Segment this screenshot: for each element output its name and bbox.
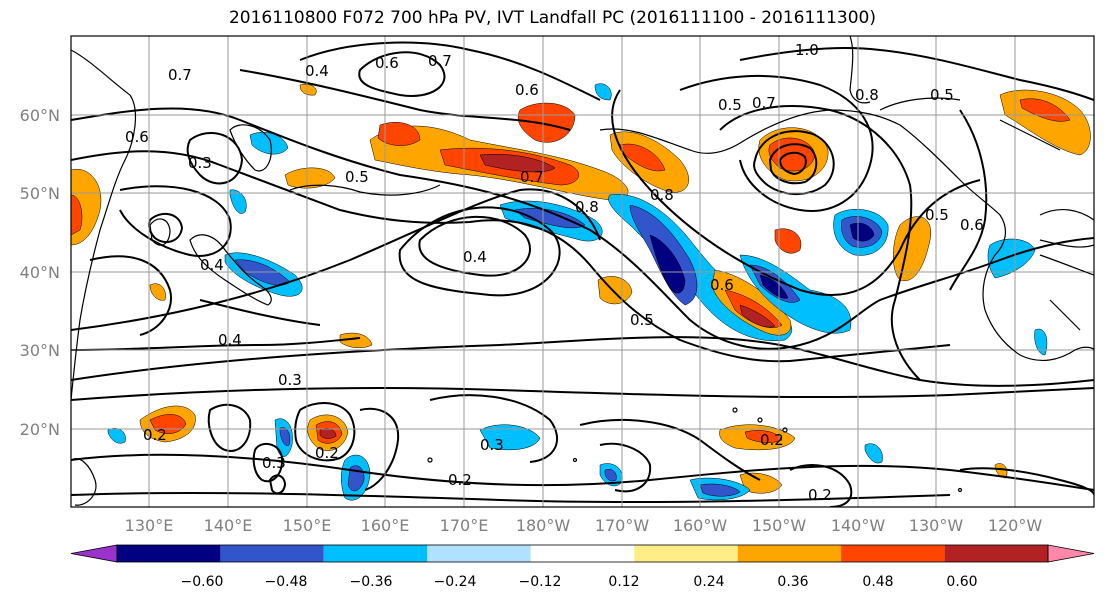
contour-label: 0.3 — [278, 371, 302, 389]
lon-tick-label: 140°W — [831, 516, 886, 535]
colorbar-tick-label: 0.12 — [608, 574, 639, 590]
colorbar-segment — [944, 545, 1048, 562]
colorbar-segment — [323, 545, 428, 562]
contour-label: 0.5 — [930, 86, 954, 104]
colorbar-extend-max — [1047, 544, 1095, 563]
colorbar-tick-label: 0.36 — [777, 574, 808, 590]
lon-tick-label: 150°W — [752, 516, 807, 535]
contour-label: 0.3 — [480, 436, 504, 454]
lon-tick-label: 130°E — [125, 516, 174, 535]
contour-label: 0.4 — [218, 331, 242, 349]
lon-tick-label: 180°W — [516, 516, 571, 535]
lon-tick-label: 140°E — [204, 516, 253, 535]
colorbar-tick-label: 0.24 — [693, 574, 724, 590]
contour-label: 0.8 — [855, 86, 879, 104]
contour-label: 0.8 — [650, 186, 674, 204]
contour-label: 0.2 — [760, 431, 784, 449]
contour-label: 0.5 — [345, 168, 369, 186]
colorbar: −0.60 −0.48 −0.36 −0.24 −0.12 0.12 0.24 … — [70, 544, 1095, 590]
contour-label: 0.4 — [463, 248, 487, 266]
lon-tick-label: 150°E — [283, 516, 332, 535]
contour-label: 0.7 — [428, 52, 452, 70]
colorbar-tick-label: 0.48 — [862, 574, 893, 590]
contour-label: 0.6 — [710, 276, 734, 294]
contour-label: 0.6 — [960, 216, 984, 234]
contour-label: 0.2 — [448, 471, 472, 489]
contour-label: 0.7 — [168, 66, 192, 84]
lon-tick-label: 170°W — [595, 516, 650, 535]
contour-label: 0.2 — [808, 486, 832, 504]
colorbar-extend-min — [70, 544, 118, 563]
lat-tick-label: 30°N — [20, 341, 60, 360]
colorbar-segment — [427, 545, 531, 562]
contour-label: 0.3 — [262, 454, 286, 472]
lat-tick-label: 60°N — [20, 106, 60, 125]
contour-label: 0.3 — [188, 154, 212, 172]
contour-label: 0.5 — [718, 96, 742, 114]
colorbar-segment — [634, 545, 738, 562]
lon-tick-label: 160°W — [673, 516, 728, 535]
map-title: 2016110800 F072 700 hPa PV, IVT Landfall… — [228, 8, 876, 28]
contour-label: 0.8 — [575, 198, 599, 216]
contour-label: 1.0 — [795, 41, 819, 59]
coastlines — [71, 36, 1094, 506]
lon-tick-label: 120°W — [988, 516, 1043, 535]
contour-labels: 0.7 0.4 0.6 0.7 1.0 0.6 0.5 0.7 0.8 0.3 … — [125, 41, 984, 504]
lon-tick-label: 170°E — [440, 516, 489, 535]
colorbar-tick-labels: −0.60 −0.48 −0.36 −0.24 −0.12 0.12 0.24 … — [181, 574, 978, 590]
colorbar-segment — [220, 545, 324, 562]
lon-tick-label: 130°W — [909, 516, 964, 535]
contour-label: 0.7 — [520, 168, 544, 186]
colorbar-tick-label: −0.48 — [265, 574, 308, 590]
lon-tick-label: 160°E — [361, 516, 410, 535]
colorbar-tick-label: −0.12 — [519, 574, 562, 590]
colorbar-tick-label: −0.36 — [350, 574, 393, 590]
pv-contours — [71, 41, 1094, 507]
contour-label: 0.4 — [305, 62, 329, 80]
colorbar-segment — [841, 545, 945, 562]
lat-tick-label: 20°N — [20, 420, 60, 439]
contour-label: 0.6 — [375, 54, 399, 72]
latitude-axis: 60°N 50°N 40°N 30°N 20°N — [20, 106, 60, 439]
contour-label: 0.5 — [630, 311, 654, 329]
colorbar-tick-label: −0.60 — [181, 574, 224, 590]
lat-tick-label: 50°N — [20, 184, 60, 203]
contour-label: 0.4 — [200, 256, 224, 274]
contour-label: 0.2 — [315, 444, 339, 462]
contour-label: 0.6 — [515, 81, 539, 99]
colorbar-tick-label: −0.24 — [434, 574, 477, 590]
colorbar-segment — [117, 545, 221, 562]
longitude-axis: 130°E 140°E 150°E 160°E 170°E 180°W 170°… — [125, 516, 1043, 535]
colorbar-segment — [530, 545, 635, 562]
contour-label: 0.5 — [925, 206, 949, 224]
lat-tick-label: 40°N — [20, 263, 60, 282]
contour-label: 0.2 — [143, 426, 167, 444]
map-frame-border — [70, 35, 1095, 508]
colorbar-segments — [70, 544, 1095, 563]
colorbar-segment — [737, 545, 842, 562]
graticule — [71, 36, 1094, 507]
contour-label: 0.7 — [752, 94, 776, 112]
contour-label: 0.6 — [125, 128, 149, 146]
colorbar-tick-label: 0.60 — [946, 574, 977, 590]
colorbar-outline — [116, 544, 1049, 563]
